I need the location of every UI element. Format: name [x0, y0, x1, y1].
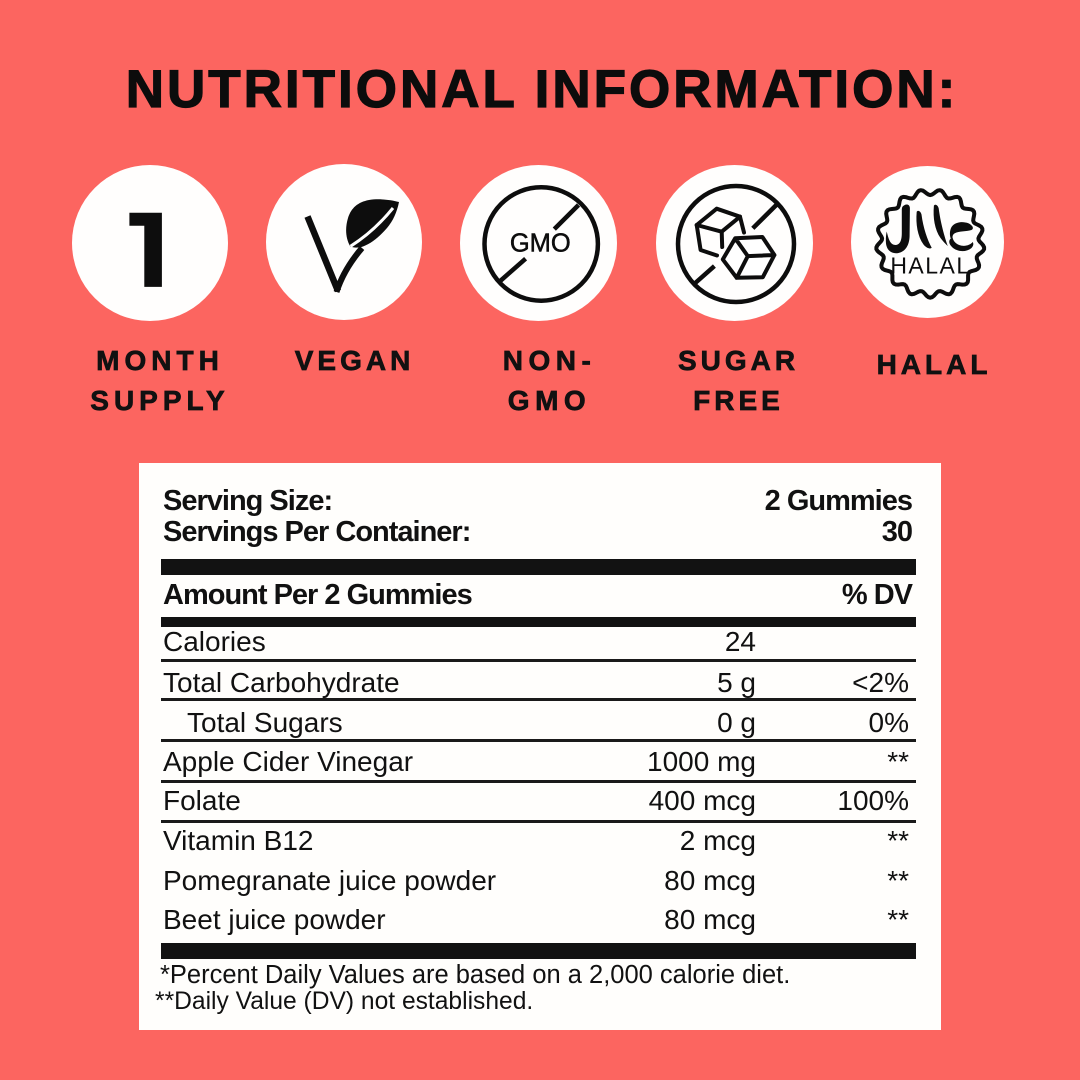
svg-text:HALAL: HALAL [890, 253, 970, 279]
svg-text:GMO: GMO [510, 230, 571, 258]
